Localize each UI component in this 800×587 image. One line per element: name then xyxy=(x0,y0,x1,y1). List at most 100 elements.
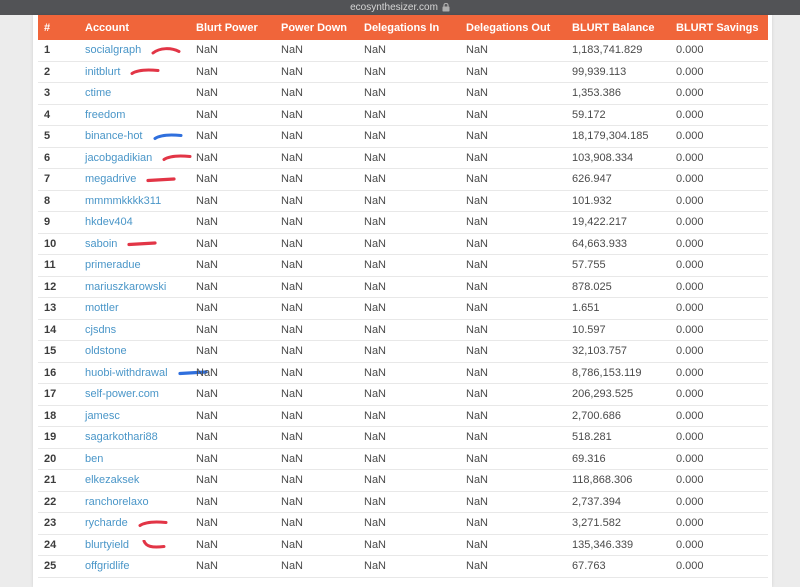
blurt-power-cell: NaN xyxy=(196,517,219,530)
blurt-power-cell: NaN xyxy=(196,538,219,551)
table-header-row: # Account Blurt Power Power Down Delegations… xyxy=(38,15,768,40)
account-cell: mmmmkkkk311 xyxy=(85,195,196,207)
rank-cell: 21 xyxy=(44,474,57,487)
table-row: 12 mariuszkarowski NaN NaN NaN NaN 878.025 0.00… xyxy=(38,276,768,298)
account-link[interactable]: mmmmkkkk311 xyxy=(85,194,162,207)
blurt-balance-cell: 8,786,153.119 xyxy=(572,366,642,379)
blurt-power-cell: NaN xyxy=(196,108,219,121)
blurt-balance-cell: 103,908.334 xyxy=(572,151,634,164)
power-down-cell: NaN xyxy=(281,323,304,336)
red-annotation-mark xyxy=(138,520,168,527)
delegations-out-cell: NaN xyxy=(466,259,489,272)
blurt-savings-cell: 0.000 xyxy=(676,560,704,573)
account-link[interactable]: socialgraph xyxy=(85,44,142,57)
blurt-savings-cell: 0.000 xyxy=(676,538,704,551)
account-link[interactable]: hkdev404 xyxy=(85,216,133,229)
delegations-in-cell: NaN xyxy=(364,216,387,229)
delegations-out-cell: NaN xyxy=(466,173,489,186)
lock-icon xyxy=(442,3,450,12)
account-cell: initblurt xyxy=(85,66,196,78)
blurt-power-cell: NaN xyxy=(196,560,219,573)
account-cell: self-power.com xyxy=(85,388,196,400)
account-link[interactable]: initblurt xyxy=(85,65,121,78)
red-annotation-mark xyxy=(146,177,176,182)
table-row: 16 huobi-withdrawal NaN NaN NaN NaN 8,786,153.… xyxy=(38,362,768,384)
blurt-savings-cell: 0.000 xyxy=(676,280,704,293)
column-header-blurt-balance: BLURT Balance xyxy=(572,21,655,34)
delegations-out-cell: NaN xyxy=(466,495,489,508)
account-link[interactable]: freedom xyxy=(85,108,126,121)
account-link[interactable]: sagarkothari88 xyxy=(85,431,158,444)
blurt-power-cell: NaN xyxy=(196,388,219,401)
account-link[interactable]: offgridlife xyxy=(85,560,130,573)
account-link[interactable]: mottler xyxy=(85,302,119,315)
blurt-power-cell: NaN xyxy=(196,323,219,336)
rank-cell: 9 xyxy=(44,216,51,229)
delegations-in-cell: NaN xyxy=(364,366,387,379)
account-link[interactable]: ben xyxy=(85,452,104,465)
account-link[interactable]: jacobgadikian xyxy=(85,151,153,164)
delegations-in-cell: NaN xyxy=(364,151,387,164)
rank-cell: 7 xyxy=(44,173,51,186)
power-down-cell: NaN xyxy=(281,151,304,164)
account-link[interactable]: self-power.com xyxy=(85,388,159,401)
power-down-cell: NaN xyxy=(281,237,304,250)
account-link[interactable]: primeradue xyxy=(85,259,141,272)
blurt-savings-cell: 0.000 xyxy=(676,366,704,379)
browser-address-bar[interactable]: ecosynthesizer.com xyxy=(0,0,800,15)
account-cell: mottler xyxy=(85,302,196,314)
account-link[interactable]: elkezaksek xyxy=(85,474,140,487)
blurt-savings-cell: 0.000 xyxy=(676,130,704,143)
blurt-balance-cell: 118,868.306 xyxy=(572,474,633,487)
account-link[interactable]: mariuszkarowski xyxy=(85,280,167,293)
account-link[interactable]: saboin xyxy=(85,237,118,250)
blurt-savings-cell: 0.000 xyxy=(676,302,704,315)
account-cell: sagarkothari88 xyxy=(85,431,196,443)
power-down-cell: NaN xyxy=(281,409,304,422)
delegations-in-cell: NaN xyxy=(364,108,387,121)
account-link[interactable]: rycharde xyxy=(85,517,128,530)
account-link[interactable]: huobi-withdrawal xyxy=(85,366,168,379)
account-link[interactable]: jamesc xyxy=(85,409,120,422)
delegations-in-cell: NaN xyxy=(364,517,387,530)
table-row: 14 cjsdns NaN NaN NaN NaN 10.597 0.000 xyxy=(38,319,768,341)
account-cell: ctime xyxy=(85,87,196,99)
blurt-savings-cell: 0.000 xyxy=(676,237,704,250)
delegations-out-cell: NaN xyxy=(466,452,489,465)
account-cell: jacobgadikian xyxy=(85,152,196,164)
account-link[interactable]: ranchorelaxo xyxy=(85,495,149,508)
table-row: 15 oldstone NaN NaN NaN NaN 32,103.757 0.000 xyxy=(38,341,768,363)
account-link[interactable]: ctime xyxy=(85,87,112,100)
delegations-in-cell: NaN xyxy=(364,345,387,358)
account-cell: rycharde xyxy=(85,517,196,529)
account-link[interactable]: oldstone xyxy=(85,345,127,358)
blurt-power-cell: NaN xyxy=(196,259,219,272)
table-row: 9 hkdev404 NaN NaN NaN NaN 19,422.217 0.000 xyxy=(38,212,768,234)
table-row: 1 socialgraph NaN NaN NaN NaN 1,183,741.829 0.0… xyxy=(38,40,768,62)
delegations-out-cell: NaN xyxy=(466,431,489,444)
table-row: 22 ranchorelaxo NaN NaN NaN NaN 2,737.394 0.000 xyxy=(38,491,768,513)
rank-cell: 3 xyxy=(44,87,51,100)
account-link[interactable]: binance-hot xyxy=(85,130,143,143)
account-link[interactable]: megadrive xyxy=(85,173,137,186)
power-down-cell: NaN xyxy=(281,538,304,551)
account-cell: megadrive xyxy=(85,173,196,185)
table-row: 2 initblurt NaN NaN NaN NaN 99,939.113 0.000 xyxy=(38,61,768,83)
delegations-in-cell: NaN xyxy=(364,259,387,272)
table-row: 7 megadrive NaN NaN NaN NaN 626.947 0.000 xyxy=(38,169,768,191)
table-row: 13 mottler NaN NaN NaN NaN 1.651 0.000 xyxy=(38,298,768,320)
table-row: 5 binance-hot NaN NaN NaN NaN 18,179,304.185 0.… xyxy=(38,126,768,148)
account-cell: cjsdns xyxy=(85,324,196,336)
rank-cell: 11 xyxy=(44,259,56,272)
blurt-savings-cell: 0.000 xyxy=(676,194,704,207)
account-link[interactable]: cjsdns xyxy=(85,323,117,336)
table-row: 19 sagarkothari88 NaN NaN NaN NaN 518.281 0.000 xyxy=(38,427,768,449)
blurt-balance-cell: 67.763 xyxy=(572,560,606,573)
account-link[interactable]: blurtyield xyxy=(85,538,130,551)
blurt-power-cell: NaN xyxy=(196,237,219,250)
blurt-savings-cell: 0.000 xyxy=(676,65,704,78)
power-down-cell: NaN xyxy=(281,431,304,444)
accounts-table-card: # Account Blurt Power Power Down Delegations… xyxy=(33,15,772,587)
delegations-out-cell: NaN xyxy=(466,323,489,336)
delegations-out-cell: NaN xyxy=(466,194,489,207)
